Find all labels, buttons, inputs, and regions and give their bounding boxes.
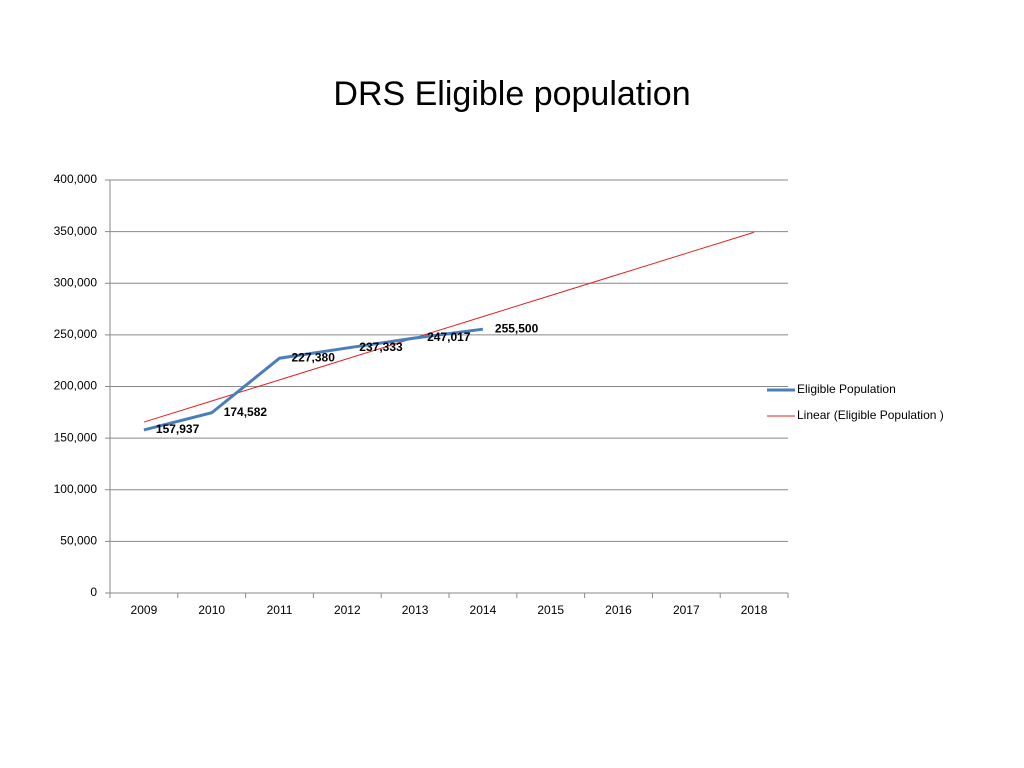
y-tick-label: 100,000 xyxy=(54,482,98,496)
x-tick-label: 2017 xyxy=(673,603,700,617)
y-tick-label: 150,000 xyxy=(54,430,98,444)
x-tick-label: 2010 xyxy=(198,603,225,617)
y-tick-label: 0 xyxy=(90,585,97,599)
data-label: 157,937 xyxy=(156,422,200,436)
x-tick-label: 2015 xyxy=(537,603,564,617)
x-tick-label: 2014 xyxy=(470,603,497,617)
data-label: 237,333 xyxy=(359,340,403,354)
chart-title: DRS Eligible population xyxy=(333,75,690,113)
data-label: 247,017 xyxy=(427,330,471,344)
y-tick-label: 50,000 xyxy=(60,534,97,548)
data-label: 174,582 xyxy=(224,405,268,419)
x-tick-label: 2011 xyxy=(267,603,293,617)
y-tick-label: 250,000 xyxy=(54,327,98,341)
x-tick-label: 2009 xyxy=(131,603,158,617)
x-tick-label: 2012 xyxy=(334,603,361,617)
series-line xyxy=(143,327,484,432)
legend-label: Eligible Population xyxy=(797,382,896,396)
y-tick-label: 400,000 xyxy=(54,172,98,186)
y-tick-label: 350,000 xyxy=(54,224,98,238)
x-tick-label: 2018 xyxy=(741,603,768,617)
y-tick-label: 300,000 xyxy=(54,275,98,289)
x-tick-label: 2016 xyxy=(605,603,632,617)
y-tick-label: 200,000 xyxy=(54,379,98,393)
data-label: 255,500 xyxy=(495,321,539,335)
data-label: 227,380 xyxy=(292,350,336,364)
legend-label: Linear (Eligible Population ) xyxy=(797,408,944,422)
series-line xyxy=(143,231,755,423)
x-tick-label: 2013 xyxy=(402,603,429,617)
